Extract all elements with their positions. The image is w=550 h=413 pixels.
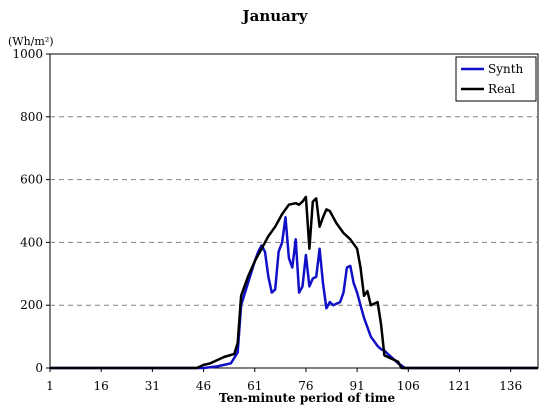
x-tick-label: 1: [46, 379, 54, 393]
chart-title: January: [241, 7, 309, 25]
legend: Synth Real: [455, 56, 537, 102]
gridlines: [50, 116, 538, 306]
series-line-real: [50, 195, 538, 370]
x-tick-label: 121: [448, 379, 471, 393]
y-axis-unit-label: (Wh/m²): [8, 35, 54, 48]
x-tick-label: 91: [349, 379, 364, 393]
y-tick-label: 1000: [12, 47, 43, 61]
plot-area: [49, 53, 539, 369]
legend-label: Real: [488, 82, 515, 96]
x-tick-label: 136: [499, 379, 522, 393]
y-tick-label: 800: [20, 110, 43, 124]
legend-box: [455, 56, 537, 102]
x-axis-label: Ten-minute period of time: [219, 391, 396, 405]
series-line-synth: [50, 216, 538, 370]
y-axis-ticks: 0 200 400 600 800 1000: [12, 47, 50, 375]
x-tick-label: 106: [397, 379, 420, 393]
y-tick-label: 400: [20, 235, 43, 249]
x-tick-label: 31: [145, 379, 160, 393]
y-tick-label: 0: [35, 361, 43, 375]
x-tick-label: 76: [298, 379, 313, 393]
legend-label: Synth: [488, 62, 524, 76]
x-tick-label: 61: [247, 379, 262, 393]
y-tick-label: 600: [20, 173, 43, 187]
series-lines: [50, 195, 538, 370]
x-tick-label: 16: [94, 379, 109, 393]
x-axis-ticks: 1 16 31 46 61 76 91 106 121 136: [46, 368, 522, 393]
plot-border: [49, 53, 539, 369]
x-tick-label: 46: [196, 379, 211, 393]
y-tick-label: 200: [20, 298, 43, 312]
